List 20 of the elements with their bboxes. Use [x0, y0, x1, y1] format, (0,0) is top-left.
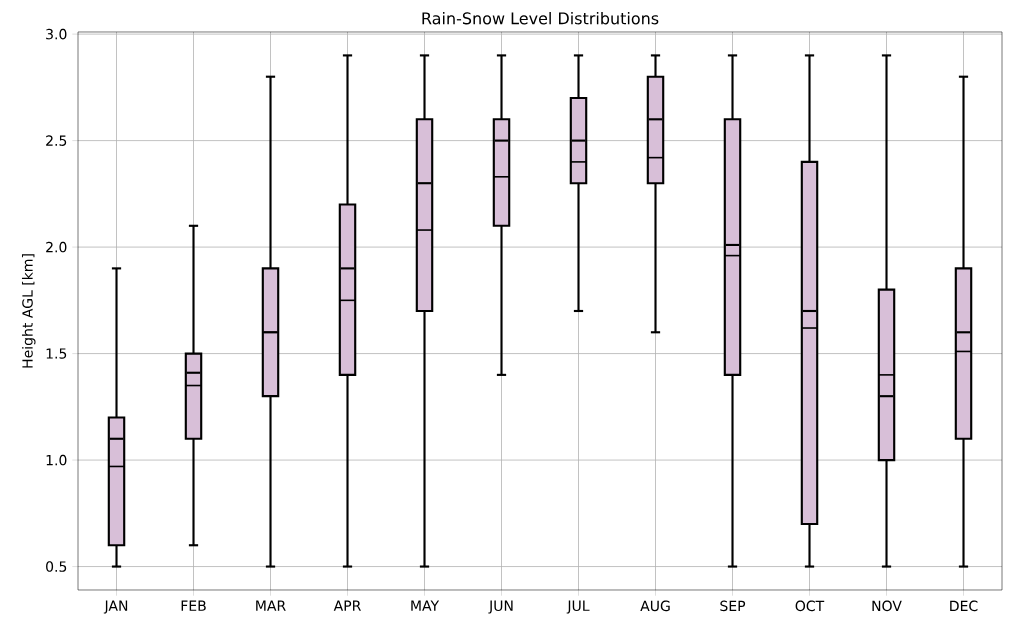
x-tick-label: JUL	[566, 600, 590, 614]
y-axis-title: Height AGL [km]	[21, 254, 36, 368]
x-tick-label: MAY	[411, 600, 440, 611]
x-tick-label: MAR	[256, 600, 286, 611]
x-tick-label: SEP	[720, 600, 746, 612]
y-tick-label: 0.5	[46, 561, 67, 572]
y-tick-label: 2.5	[46, 135, 67, 146]
x-tick-label: JAN	[103, 600, 128, 614]
y-tick-label: 1.0	[46, 454, 67, 466]
y-tick-label: 1.5	[46, 348, 67, 359]
x-tick-label: OCT	[795, 600, 825, 612]
x-tick-label: DEC	[950, 600, 978, 612]
chart-title: Rain-Snow Level Distributions	[422, 12, 659, 25]
y-tick-label: 2.0	[46, 241, 67, 253]
x-tick-label: JUN	[488, 600, 513, 614]
y-tick-label: 3.0	[46, 28, 67, 40]
x-tick-label: AUG	[640, 600, 670, 612]
x-tick-label: FEB	[181, 600, 206, 611]
x-tick-label: APR	[333, 600, 361, 611]
x-tick-label: NOV	[872, 600, 902, 612]
